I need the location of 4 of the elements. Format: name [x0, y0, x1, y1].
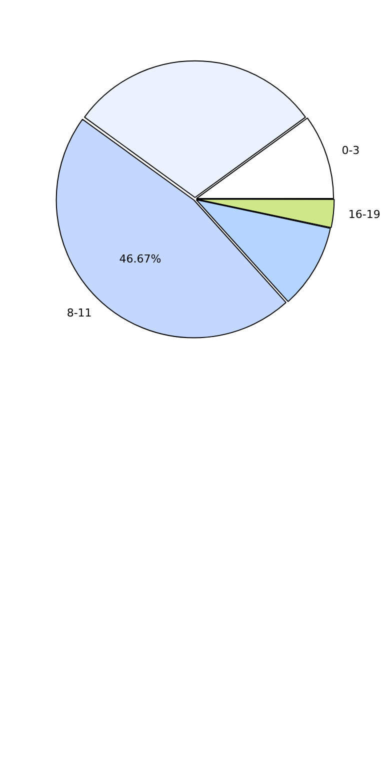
data-label: 46.67% — [119, 252, 162, 266]
slice-label: 8-11 — [66, 306, 92, 320]
slice-label: 0-3 — [342, 144, 360, 158]
slice-label: 16-19 — [348, 208, 380, 221]
